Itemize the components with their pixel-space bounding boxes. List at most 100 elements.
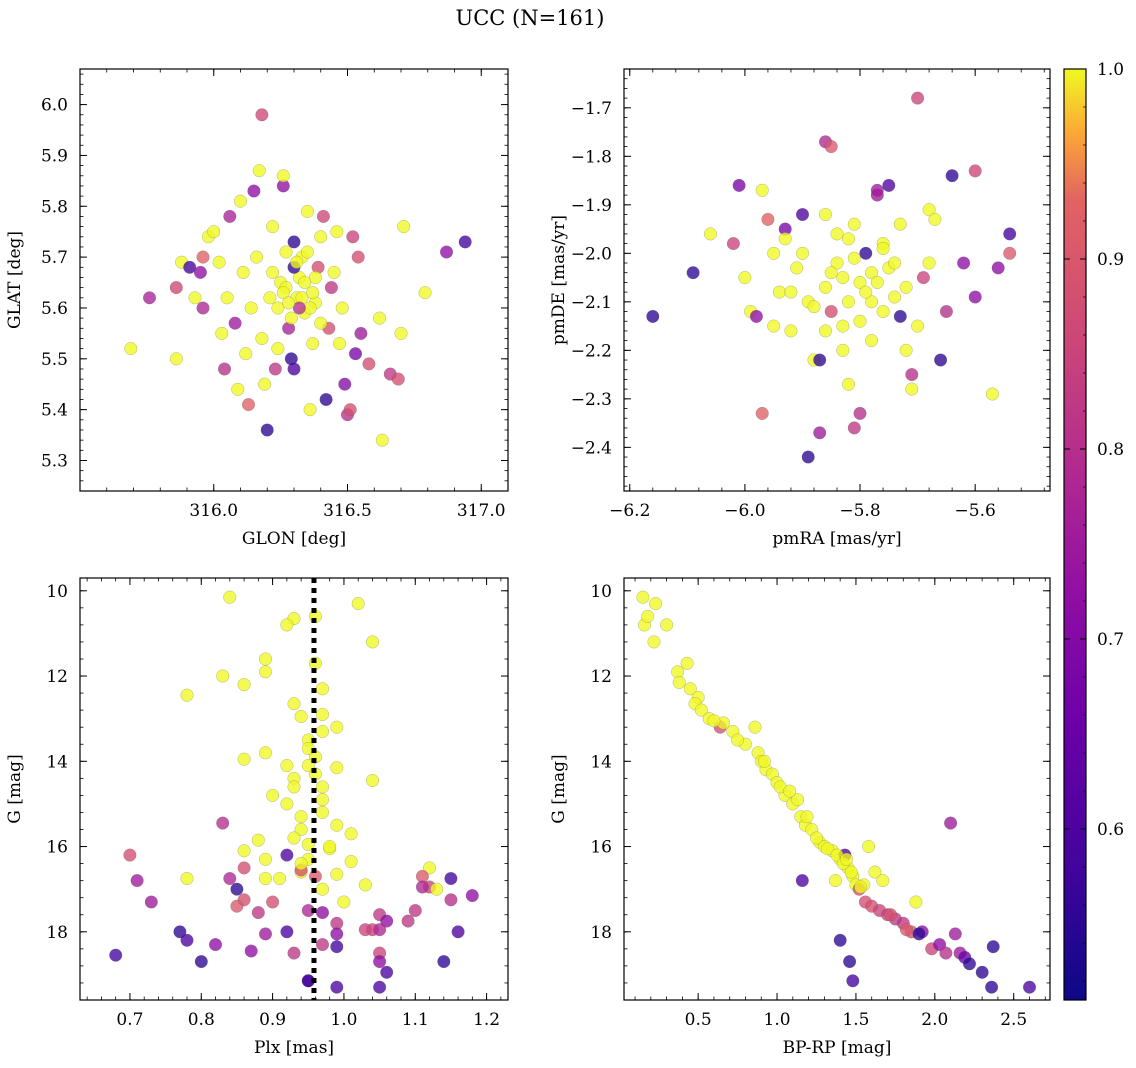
data-point [251, 906, 265, 920]
data-point [843, 955, 857, 969]
data-point [223, 872, 237, 885]
data-point [884, 908, 898, 922]
data-point [876, 874, 890, 888]
data-point [280, 797, 294, 811]
data-point [319, 393, 333, 406]
x-tick-label: 1.0 [330, 1010, 357, 1030]
x-tick-label: −5.8 [839, 501, 880, 521]
x-axis-label: GLON [deg] [242, 529, 346, 549]
data-point [828, 874, 842, 888]
x-tick-label: 0.8 [188, 1010, 215, 1030]
data-point [731, 733, 745, 747]
data-point [183, 260, 197, 274]
y-tick-label: 5.9 [41, 146, 68, 166]
data-point [280, 618, 294, 632]
data-point [251, 833, 265, 847]
data-point [218, 362, 231, 376]
y-tick-label: 16 [590, 838, 612, 858]
data-point [247, 184, 261, 198]
data-point [888, 256, 902, 270]
data-point [268, 362, 282, 376]
panel-4: 0.5 1.0 1.5 2.0 2.5 10 12 14 16 18 BP-RP [mag] G [m… [549, 577, 1051, 1058]
data-point [259, 927, 272, 941]
colorbar-tick-label: 0.7 [1097, 630, 1124, 650]
data-point [865, 334, 878, 348]
y-tick-label: −2.1 [571, 293, 612, 313]
data-point [301, 837, 315, 851]
data-point [944, 816, 958, 830]
data-point [330, 720, 344, 734]
data-point [196, 250, 210, 264]
axes-frame [79, 577, 509, 1001]
x-tick-label: 0.9 [259, 1010, 286, 1030]
data-point [215, 326, 229, 340]
data-point [284, 311, 298, 325]
data-point [939, 305, 953, 318]
data-point [844, 865, 858, 879]
data-point [237, 844, 251, 858]
data-point [928, 212, 942, 226]
data-point [314, 230, 328, 244]
data-point [316, 906, 329, 920]
data-point [1003, 246, 1017, 260]
data-point [680, 656, 694, 670]
data-point [905, 368, 919, 382]
data-point [842, 295, 855, 309]
data-point [922, 256, 936, 270]
data-point [911, 91, 925, 105]
data-point [244, 944, 258, 958]
data-point [303, 403, 317, 417]
data-point [306, 286, 320, 300]
data-point [401, 914, 415, 928]
data-point [276, 169, 290, 183]
data-point [748, 720, 762, 734]
data-point [323, 840, 337, 853]
data-point [819, 280, 832, 294]
data-point [862, 840, 876, 853]
axes-frame [623, 577, 1051, 1001]
data-point [801, 450, 815, 464]
data-point [912, 927, 926, 941]
data-point [465, 889, 479, 903]
data-point [703, 227, 717, 241]
y-tick-label: 10 [46, 582, 68, 602]
y-tick-label: 5.5 [41, 350, 68, 370]
data-point [444, 893, 458, 907]
data-point [358, 923, 372, 937]
data-point [726, 237, 740, 251]
panel-2: −6.2 −6.0 −5.8 −5.6 −2.4 −2.3 −2.2 −2.1 −2.0 −1.9… [549, 68, 1051, 549]
data-point [130, 874, 144, 888]
data-point [451, 925, 465, 939]
y-axis-label: GLAT [deg] [5, 231, 25, 329]
data-point [280, 848, 294, 862]
data-point [207, 225, 221, 239]
data-point [373, 955, 387, 969]
data-point [250, 250, 264, 264]
data-point [957, 256, 971, 270]
data-point [216, 669, 230, 683]
data-point [694, 703, 708, 717]
data-point [649, 597, 663, 611]
data-point [258, 377, 272, 391]
data-point [796, 246, 809, 260]
data-point [287, 780, 301, 794]
data-point [790, 261, 804, 275]
data-point [842, 377, 855, 391]
y-tick-label: 14 [590, 752, 612, 772]
data-point [287, 946, 301, 960]
y-tick-label: 5.3 [41, 451, 68, 471]
y-tick-label: −2.0 [571, 244, 612, 264]
data-point [813, 426, 827, 440]
data-point [833, 933, 847, 947]
x-tick-label: 0.7 [116, 1010, 143, 1030]
data-point [255, 108, 269, 122]
data-point [124, 342, 138, 356]
data-point [893, 217, 907, 231]
x-tick-label: 1.1 [402, 1010, 429, 1030]
data-point [314, 316, 328, 330]
data-point [287, 697, 301, 711]
data-point [391, 372, 405, 386]
data-point [968, 290, 982, 304]
data-point [899, 280, 913, 294]
data-point [767, 319, 781, 333]
